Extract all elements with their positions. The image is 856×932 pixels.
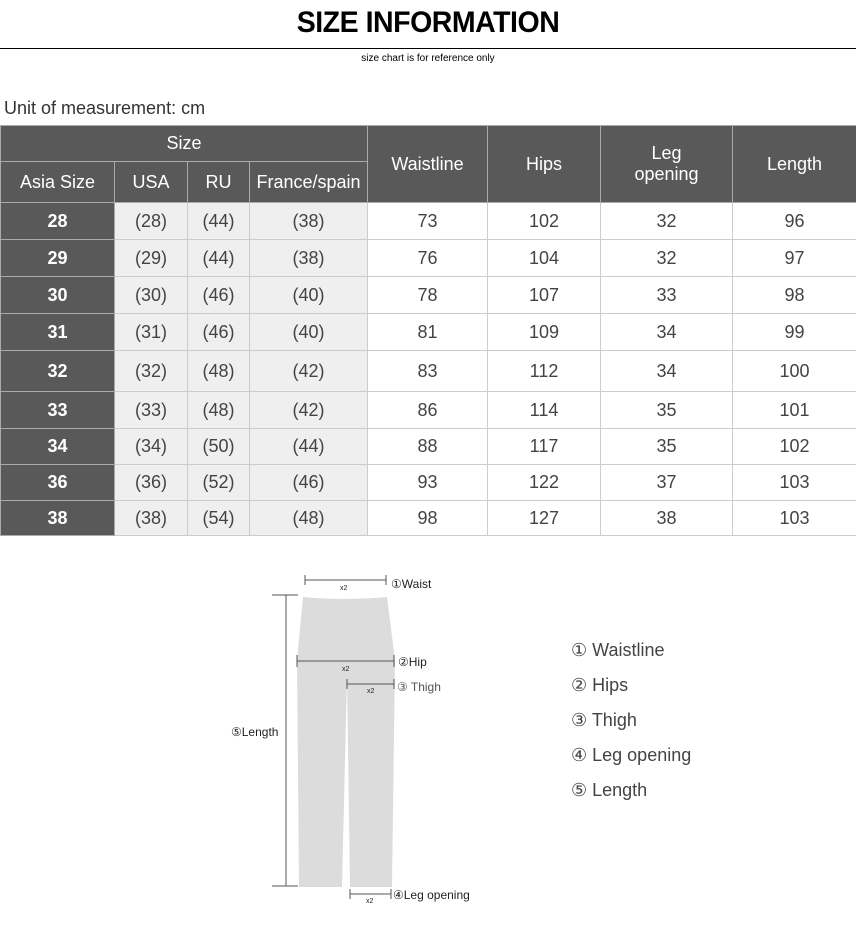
- table-cell: 98: [732, 276, 856, 314]
- legend-item: ⑤ Length: [571, 780, 648, 800]
- table-cell: 73: [367, 202, 489, 240]
- table-cell: (42): [248, 350, 369, 392]
- table-cell: (46): [187, 313, 250, 351]
- table-cell: (46): [187, 276, 250, 314]
- table-cell: 33: [600, 276, 734, 314]
- table-cell: (44): [248, 428, 369, 465]
- table-cell: 117: [487, 428, 602, 465]
- table-cell: 36: [0, 464, 115, 501]
- table-cell: 127: [487, 500, 602, 536]
- hip-label: ②Hip: [398, 655, 427, 669]
- table-cell: 122: [487, 464, 602, 501]
- table-cell: (46): [248, 464, 369, 501]
- table-cell: 37: [600, 464, 734, 501]
- table-cell: (48): [187, 391, 250, 429]
- size-group-header: Size: [0, 125, 369, 162]
- table-cell: 112: [487, 350, 602, 392]
- table-cell: 31: [0, 313, 115, 351]
- table-cell: 103: [732, 500, 856, 536]
- table-cell: 78: [367, 276, 489, 314]
- table-row: 33 (33) (48) (42) 86 114 35 101: [0, 391, 856, 429]
- column-header: RU: [187, 161, 250, 203]
- table-cell: 34: [600, 350, 734, 392]
- table-cell: 38: [600, 500, 734, 536]
- table-cell: 29: [0, 239, 115, 277]
- leg-opening-label: ④Leg opening: [393, 888, 470, 902]
- table-cell: (44): [187, 202, 250, 240]
- table-cell: 76: [367, 239, 489, 277]
- table-cell: (33): [114, 391, 188, 429]
- table-cell: 86: [367, 391, 489, 429]
- legend-item: ② Hips: [571, 675, 629, 695]
- table-cell: (42): [248, 391, 369, 429]
- table-cell: (38): [248, 202, 369, 240]
- length-label: ⑤Length: [231, 725, 278, 739]
- column-header: Leg opening: [600, 125, 734, 203]
- table-cell: (48): [248, 500, 369, 536]
- legend-item: ③ Thigh: [571, 710, 637, 730]
- column-header: France/spain: [248, 161, 369, 203]
- waist-label: ①Waist: [391, 577, 432, 591]
- table-row: 29 (29) (44) (38) 76 104 32 97: [0, 239, 856, 277]
- table-cell: (29): [114, 239, 188, 277]
- table-cell: (50): [187, 428, 250, 465]
- table-cell: 32: [0, 350, 115, 392]
- table-cell: 96: [732, 202, 856, 240]
- table-row: 34 (34) (50) (44) 88 117 35 102: [0, 428, 856, 465]
- multiplier-label: x2: [342, 666, 350, 673]
- table-cell: (36): [114, 464, 188, 501]
- table-cell: 107: [487, 276, 602, 314]
- table-cell: 30: [0, 276, 115, 314]
- divider: [0, 48, 856, 49]
- table-cell: (28): [114, 202, 188, 240]
- table-cell: 32: [600, 202, 734, 240]
- column-header: Hips: [487, 125, 602, 203]
- table-cell: (40): [248, 313, 369, 351]
- multiplier-label: x2: [367, 688, 375, 695]
- legend-item: ① Waistline: [571, 640, 665, 660]
- multiplier-label: x2: [340, 585, 348, 592]
- table-cell: (44): [187, 239, 250, 277]
- column-header: Waistline: [367, 125, 489, 203]
- column-header: Asia Size: [0, 161, 115, 203]
- table-cell: 83: [367, 350, 489, 392]
- pants-shape: [297, 597, 395, 887]
- table-row: 36 (36) (52) (46) 93 122 37 103: [0, 464, 856, 501]
- size-table: Size Waistline Hips Leg opening Length A…: [0, 125, 856, 536]
- multiplier-label: x2: [366, 898, 374, 905]
- table-row: 32 (32) (48) (42) 83 112 34 100: [0, 350, 856, 392]
- thigh-label: ③ Thigh: [397, 680, 441, 694]
- column-header: USA: [114, 161, 188, 203]
- table-cell: 103: [732, 464, 856, 501]
- table-cell: (32): [114, 350, 188, 392]
- table-cell: (38): [248, 239, 369, 277]
- table-cell: 102: [487, 202, 602, 240]
- table-row: 31 (31) (46) (40) 81 109 34 99: [0, 313, 856, 351]
- table-cell: (40): [248, 276, 369, 314]
- table-cell: (52): [187, 464, 250, 501]
- table-cell: 35: [600, 428, 734, 465]
- subtitle: size chart is for reference only: [361, 53, 495, 64]
- table-row: 30 (30) (46) (40) 78 107 33 98: [0, 276, 856, 314]
- table-cell: 38: [0, 500, 115, 536]
- table-row: 38 (38) (54) (48) 98 127 38 103: [0, 500, 856, 536]
- table-cell: (38): [114, 500, 188, 536]
- legend-item: ④ Leg opening: [571, 745, 692, 765]
- page-title: SIZE INFORMATION: [296, 6, 560, 39]
- unit-label: Unit of measurement: cm: [4, 98, 206, 118]
- table-cell: 100: [732, 350, 856, 392]
- table-row: 28 (28) (44) (38) 73 102 32 96: [0, 202, 856, 240]
- table-cell: 34: [600, 313, 734, 351]
- measurement-legend: ① Waistline ② Hips ③ Thigh ④ Leg opening…: [571, 640, 691, 815]
- table-cell: 28: [0, 202, 115, 240]
- table-cell: 97: [732, 239, 856, 277]
- table-cell: 93: [367, 464, 489, 501]
- table-cell: 102: [732, 428, 856, 465]
